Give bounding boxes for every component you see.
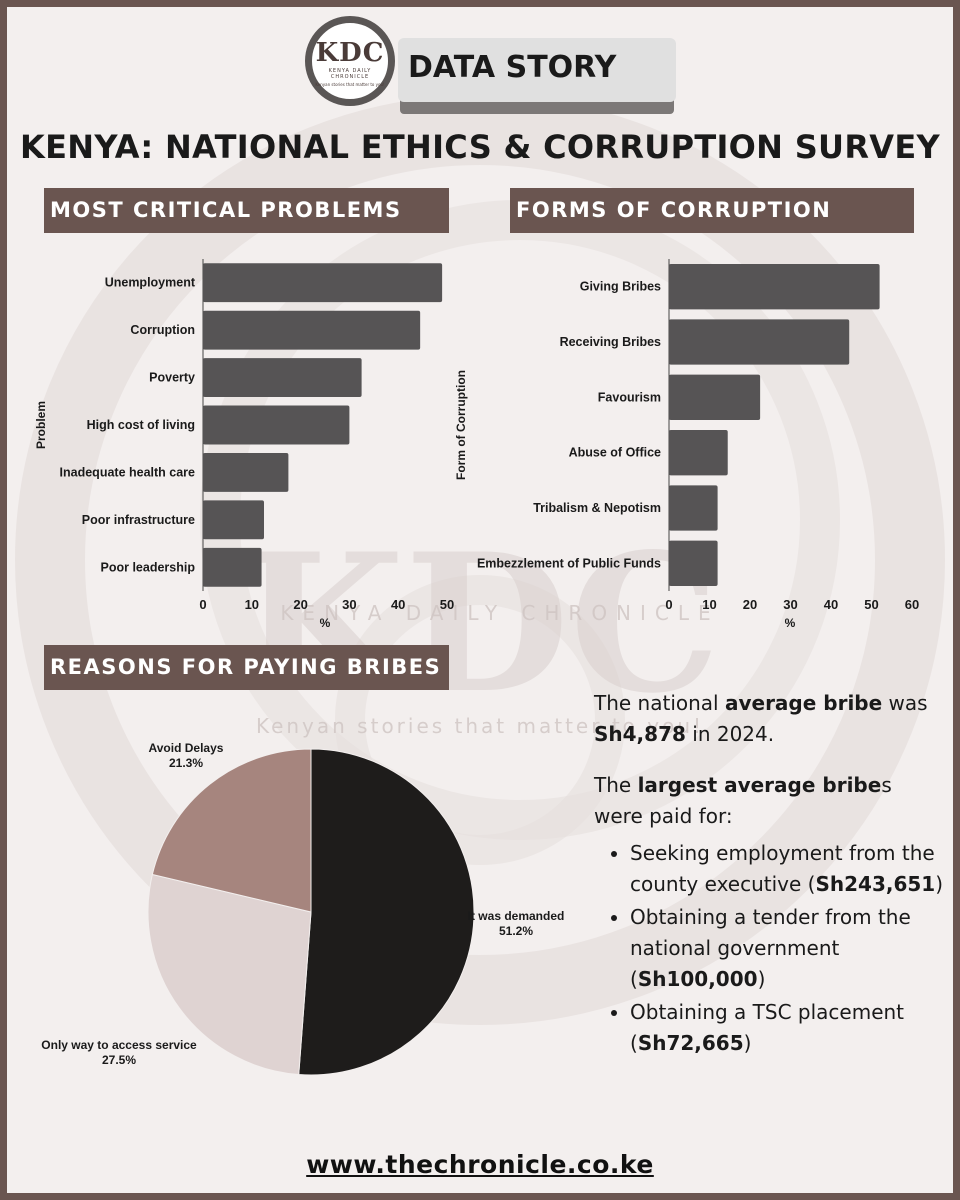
category-label: Inadequate health care <box>60 465 196 479</box>
average-bribe-mid: was <box>882 691 928 715</box>
category-label: Tribalism & Nepotism <box>533 501 661 515</box>
bar <box>203 263 443 303</box>
list-item-text: Obtaining a TSC placement <box>630 1000 905 1024</box>
page-title: KENYA: NATIONAL ETHICS & CORRUPTION SURV… <box>20 128 940 166</box>
brand-logo: KDC <box>315 38 385 68</box>
average-bribe-pre: The national <box>594 691 725 715</box>
brand-name: KENYA DAILY CHRONICLE <box>328 68 372 80</box>
x-axis-label: % <box>320 616 331 630</box>
average-bribe-text: The national average bribe was Sh4,878 i… <box>594 688 944 750</box>
header-tag-box <box>398 38 676 102</box>
forms-bar-chart: Giving Bribes Receiving Bribes Favourism Ab… <box>454 259 919 630</box>
footer-url[interactable]: www.thechronicle.co.ke <box>306 1150 654 1179</box>
largest-bribes-bold: largest average bribe <box>637 773 882 797</box>
list-item-text: Seeking employment from the county execu… <box>630 841 935 896</box>
bar <box>669 429 728 476</box>
x-tick-label: 50 <box>440 597 454 612</box>
x-tick-label: 10 <box>245 597 259 612</box>
category-label: Poor infrastructure <box>82 513 195 527</box>
category-label: Poor leadership <box>101 560 196 574</box>
x-tick-label: 50 <box>864 597 878 612</box>
watermark-tagline: Kenyan stories that matter to you! <box>256 714 704 738</box>
category-label: High cost of living <box>87 418 195 432</box>
pie-slice <box>147 873 312 1076</box>
slice-value-label: 51.2% <box>499 924 533 938</box>
x-tick-label: 0 <box>199 597 206 612</box>
bar <box>669 263 880 310</box>
category-label: Receiving Bribes <box>560 335 661 349</box>
y-axis-label: Problem <box>34 401 48 449</box>
x-tick-label: 10 <box>702 597 716 612</box>
category-label: Favourism <box>598 390 661 404</box>
y-axis-label: Form of Corruption <box>454 370 468 480</box>
section-header-forms: FORMS OF CORRUPTION <box>510 188 914 233</box>
largest-bribes-pre: The <box>594 773 638 797</box>
largest-bribes-list: Seeking employment from the county execu… <box>594 838 944 1059</box>
category-label: Corruption <box>130 323 195 337</box>
list-item-text: Obtaining a tender from the national gov… <box>630 905 911 960</box>
watermark-name: KENYA DAILY CHRONICLE <box>280 601 719 625</box>
bar <box>203 358 362 398</box>
bar <box>669 374 761 421</box>
section-header-reasons: REASONS FOR PAYING BRIBES <box>44 645 449 690</box>
largest-bribes-text: The largest average bribes were paid for… <box>594 770 944 832</box>
bar <box>203 500 264 540</box>
x-tick-label: 0 <box>665 597 672 612</box>
bar <box>203 452 289 492</box>
largest-bribes-post: s were paid for: <box>594 773 892 828</box>
category-label: Embezzlement of Public Funds <box>477 556 661 570</box>
bar <box>669 485 718 531</box>
list-item: Seeking employment from the county execu… <box>630 838 944 900</box>
list-item-amount: Sh243,651 <box>815 872 936 896</box>
x-tick-label: 30 <box>342 597 356 612</box>
list-item-amount: Sh100,000 <box>637 967 758 991</box>
average-bribe-bold: average bribe <box>724 691 883 715</box>
x-tick-label: 40 <box>824 597 838 612</box>
bar <box>669 319 850 365</box>
brand-logo-badge: KDC KENYA DAILY CHRONICLE Kenyan stories… <box>305 16 395 106</box>
category-label: Giving Bribes <box>580 280 661 294</box>
list-item: Obtaining a tender from the national gov… <box>630 902 944 995</box>
bar <box>203 310 421 350</box>
average-bribe-amount: Sh4,878 <box>594 722 686 746</box>
slice-label: Only way to access service <box>41 1038 197 1052</box>
slice-value-label: 21.3% <box>169 756 203 770</box>
problems-bar-chart: Unemployment Corruption Poverty High cost o… <box>34 259 454 630</box>
list-item: Obtaining a TSC placement (Sh72,665) <box>630 997 944 1059</box>
slice-label: Avoid Delays <box>149 741 224 755</box>
category-label: Abuse of Office <box>569 446 661 460</box>
pie-slice <box>298 748 475 1076</box>
pie-slice <box>151 748 312 913</box>
facts-panel: The national average bribe was Sh4,878 i… <box>594 688 944 1061</box>
slice-label: It was demanded <box>468 909 565 923</box>
watermark-logo: KDC <box>239 512 720 735</box>
list-item-amount: Sh72,665 <box>637 1031 744 1055</box>
section-header-problems: MOST CRITICAL PROBLEMS <box>44 188 449 233</box>
slice-value-label: 27.5% <box>102 1053 136 1067</box>
bar <box>669 540 718 587</box>
x-tick-label: 20 <box>293 597 307 612</box>
x-tick-label: 60 <box>905 597 919 612</box>
category-label: Poverty <box>149 371 195 385</box>
x-tick-label: 20 <box>743 597 757 612</box>
bar <box>203 547 262 587</box>
x-tick-label: 40 <box>391 597 405 612</box>
x-axis-label: % <box>785 616 796 630</box>
average-bribe-post: in 2024. <box>685 722 775 746</box>
header-tag-label: DATA STORY <box>408 50 617 85</box>
brand-tagline: Kenyan stories that matter to you! <box>315 82 385 87</box>
bar <box>203 405 350 445</box>
category-label: Unemployment <box>105 276 196 290</box>
x-tick-label: 30 <box>783 597 797 612</box>
